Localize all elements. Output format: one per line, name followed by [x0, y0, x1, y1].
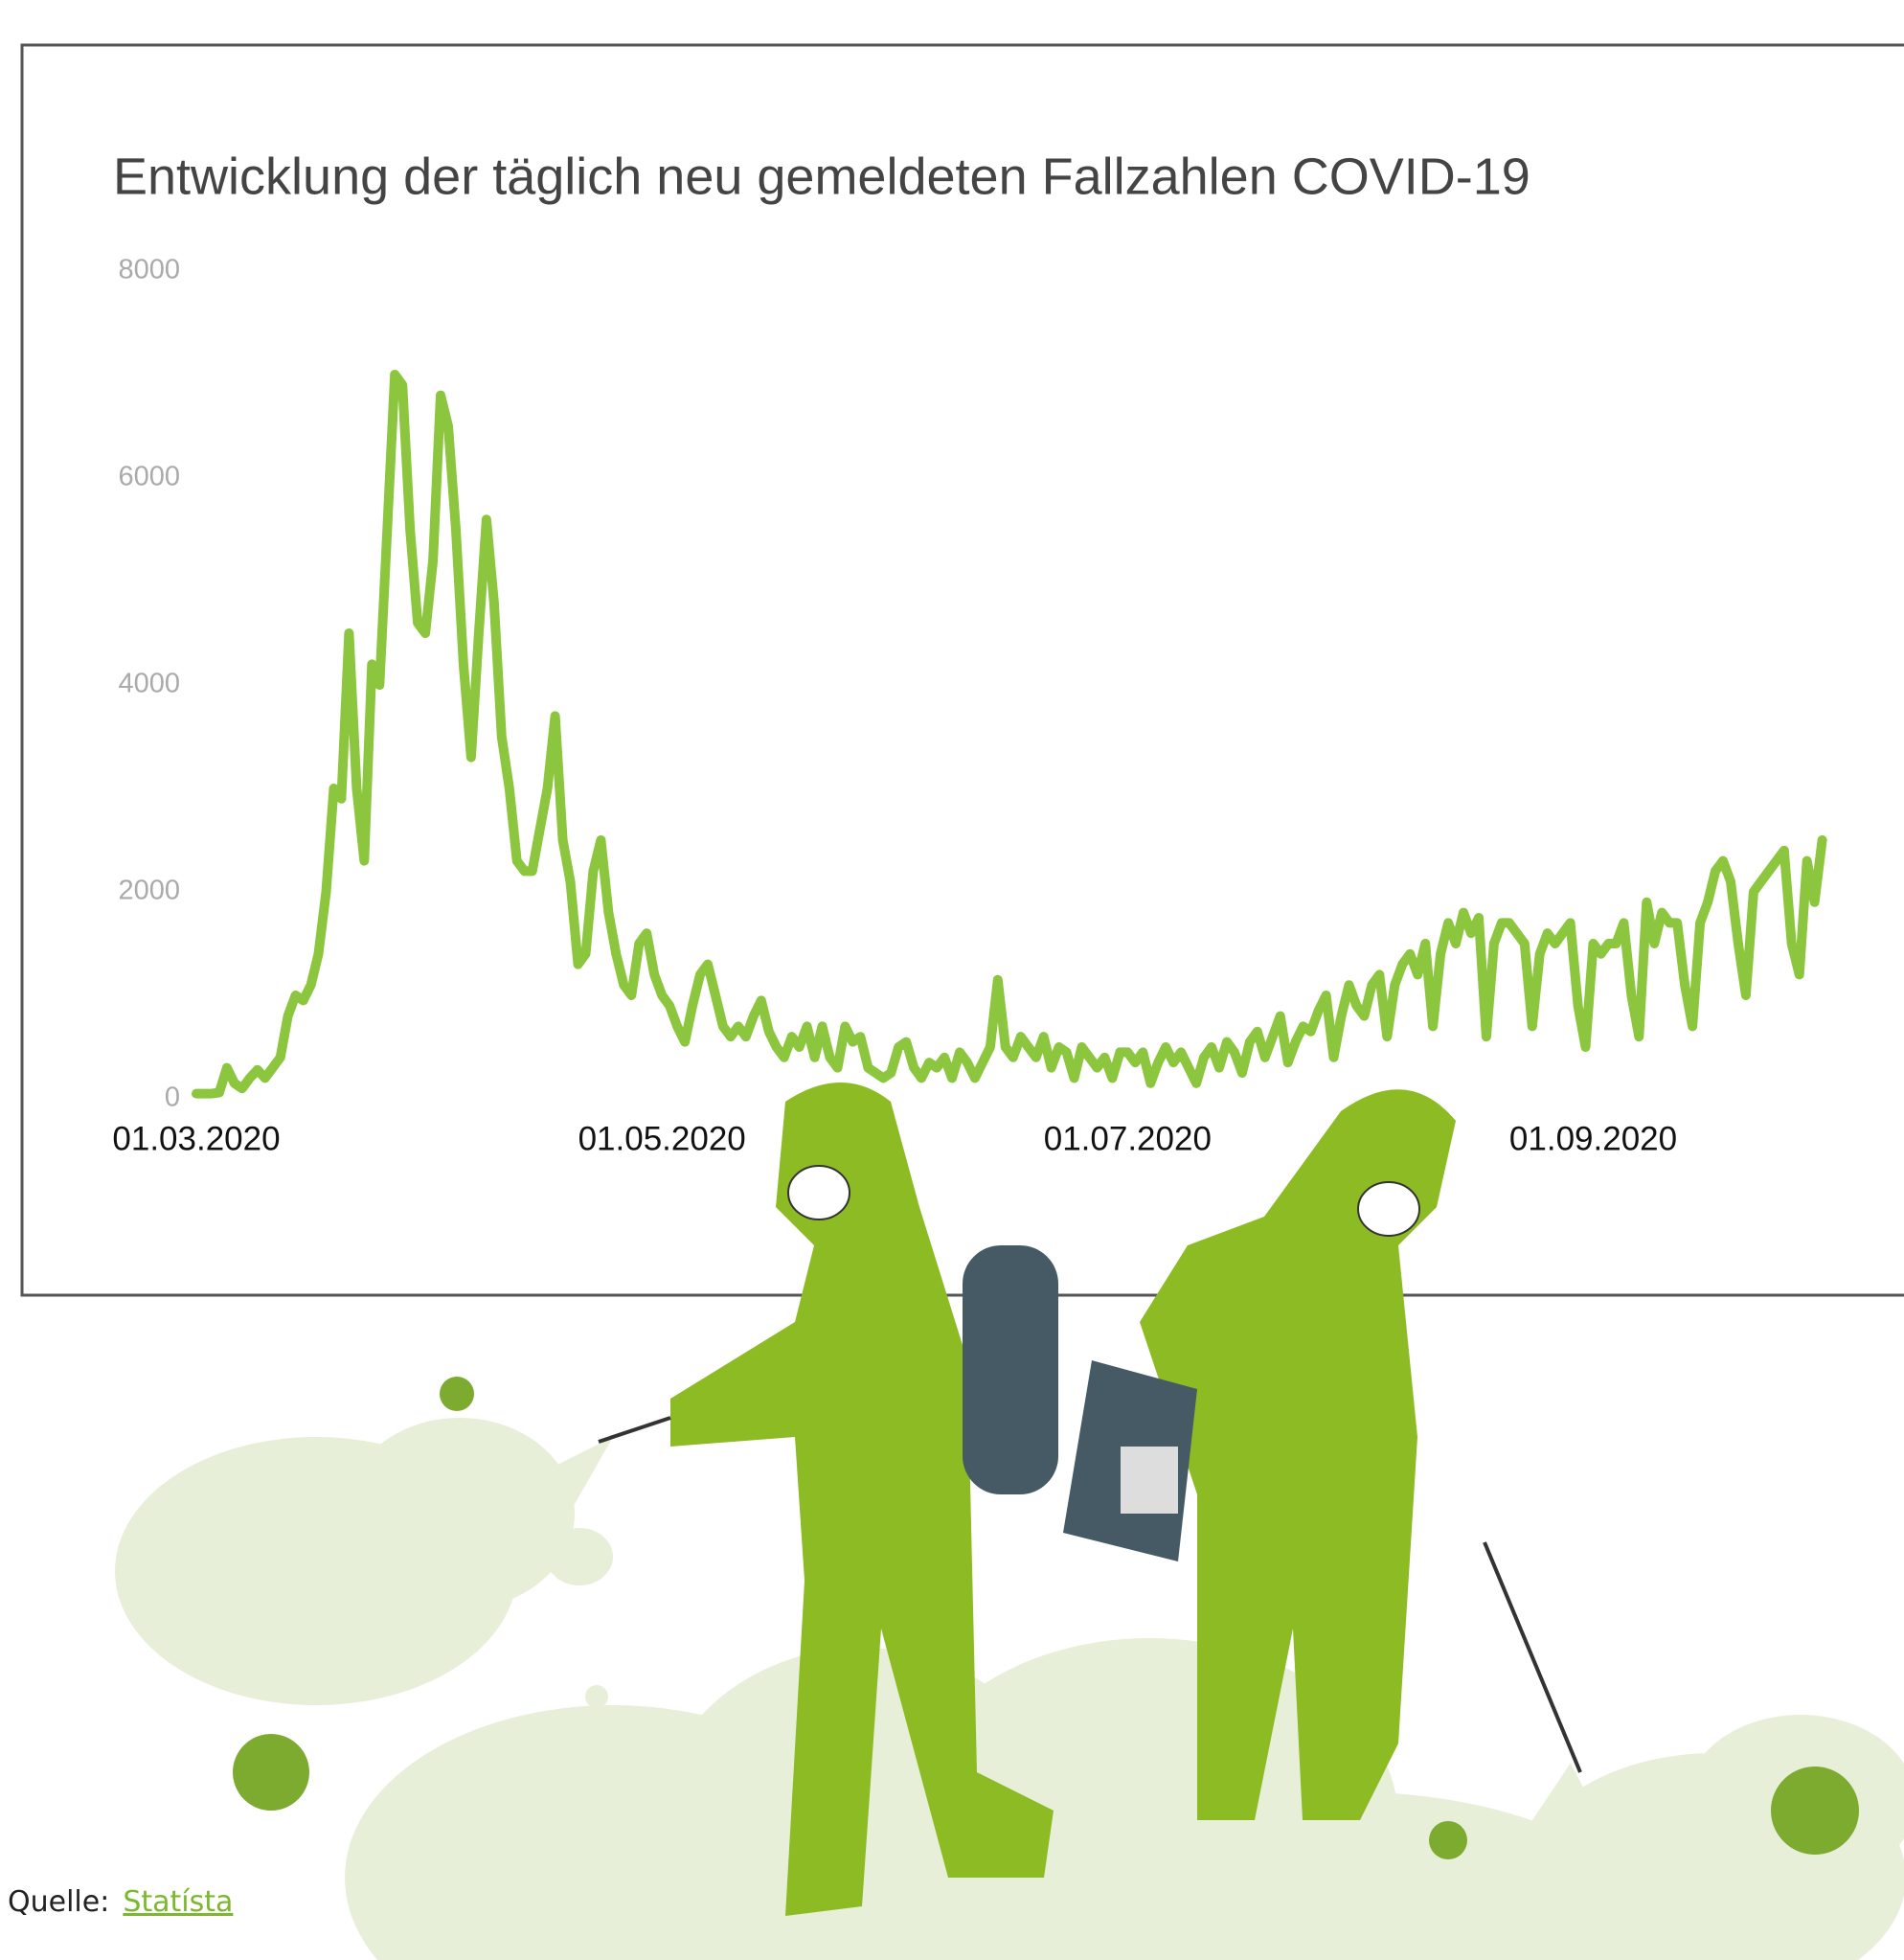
page: Entwicklung der täglich neu gemeldeten F… [0, 0, 1904, 1960]
chart-frame [22, 45, 1904, 1295]
source-label: Quelle: [8, 1885, 109, 1919]
y-tick-label: 6000 [118, 462, 180, 492]
chart-title: Entwicklung der täglich neu gemeldeten F… [113, 148, 1530, 205]
x-tick-label: 01.09.2020 [1509, 1120, 1677, 1157]
y-tick-label: 4000 [118, 669, 180, 699]
y-tick-label: 2000 [118, 876, 180, 906]
x-tick-label: 01.03.2020 [112, 1120, 280, 1157]
chart: Entwicklung der täglich neu gemeldeten F… [0, 0, 1904, 1960]
source-link[interactable]: Statísta [123, 1885, 233, 1919]
source: Quelle: Statísta [8, 1885, 233, 1919]
y-tick-label: 8000 [118, 255, 180, 285]
x-tick-label: 01.05.2020 [578, 1120, 746, 1157]
y-tick-label: 0 [165, 1083, 180, 1113]
x-tick-label: 01.07.2020 [1044, 1120, 1212, 1157]
